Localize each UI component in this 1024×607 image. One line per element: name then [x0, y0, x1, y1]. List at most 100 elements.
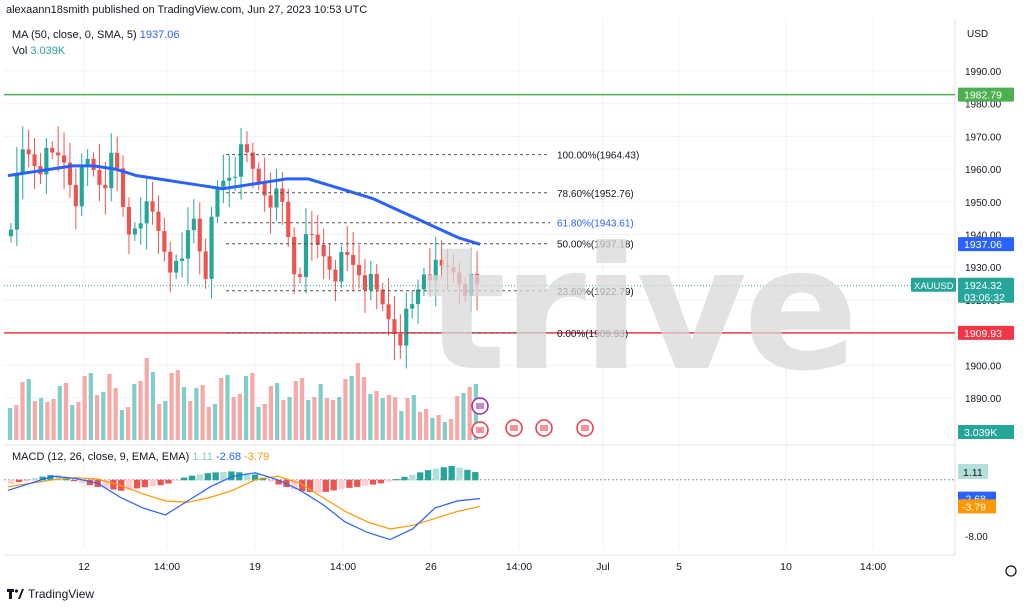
candle-body: [297, 274, 303, 277]
volume-bar: [337, 397, 342, 440]
volume-bar: [362, 377, 367, 440]
macd-histogram-bar: [377, 479, 385, 484]
macd-histogram-bar: [448, 465, 455, 481]
ma-legend[interactable]: MA (50, close, 0, SMA, 5) 1937.06: [12, 29, 180, 41]
volume-bar: [368, 394, 373, 440]
candle-body: [474, 273, 480, 285]
macd-histogram-bar: [55, 475, 62, 481]
candle-body: [238, 144, 244, 177]
candle-body: [233, 176, 238, 178]
macd-hist-badge: 1.11: [963, 467, 983, 479]
candle-body: [303, 234, 309, 277]
macd-tick: -8.00: [965, 532, 988, 543]
candle-body: [327, 256, 332, 270]
volume-bar: [51, 399, 56, 440]
volume-bar: [8, 408, 13, 440]
macd-histogram-bar: [212, 472, 219, 481]
ma-badge-bg: [958, 237, 1014, 252]
macd-line: [7, 472, 481, 541]
macd-histogram-bar: [228, 471, 235, 481]
volume-bar: [126, 407, 131, 440]
candle-body: [79, 166, 84, 207]
macd-histogram-bar: [393, 479, 400, 481]
candle-body: [368, 274, 373, 291]
tradingview-logo[interactable]: TradingView: [6, 587, 94, 601]
macd-histogram-bar: [251, 474, 259, 481]
candle-body: [197, 218, 202, 252]
macd-histogram-bar: [39, 476, 46, 481]
vol-legend[interactable]: Vol 3.039K: [12, 45, 65, 57]
candle-body: [421, 274, 427, 290]
volume-bar: [45, 402, 50, 440]
volume-bar: [436, 415, 441, 440]
candle-body: [179, 258, 185, 261]
macd-histogram-bar: [31, 478, 38, 481]
macd-histogram-bar: [244, 473, 251, 481]
support-badge-bg: [958, 325, 1014, 340]
time-tick: 5: [676, 561, 682, 573]
candle-body: [227, 177, 232, 181]
candle-body: [132, 228, 137, 235]
fib-label: 23.60%(1922.79): [557, 287, 634, 298]
macd-histogram-bar: [110, 479, 117, 490]
candle-body: [339, 252, 344, 282]
publish-info: alexaann18smith published on TradingView…: [6, 4, 368, 16]
volume-bar: [299, 378, 305, 440]
macd-legend[interactable]: MACD (12, 26, close, 9, EMA, EMA) 1.11 -…: [12, 451, 269, 463]
volume-bar: [163, 401, 168, 440]
volume-bar: [200, 385, 205, 440]
volume-bar: [157, 404, 162, 440]
macd-histogram-bar: [126, 479, 133, 490]
macd-histogram-bar: [102, 479, 109, 489]
macd-histogram-bar: [440, 467, 447, 481]
macd-histogram-bar: [70, 479, 78, 482]
volume-bar: [212, 404, 218, 440]
candle-body: [115, 152, 120, 169]
candle-body: [26, 149, 31, 155]
volume-bar: [150, 372, 156, 440]
macd-histogram-bar: [314, 479, 322, 493]
ma-line: [7, 164, 481, 246]
price-tick: 1930.00: [965, 263, 1002, 274]
candle-body: [362, 275, 368, 291]
price-tick: 1970.00: [965, 132, 1002, 143]
macd-histogram-bar: [424, 470, 432, 481]
candle-body: [268, 195, 273, 208]
signal-badge: -3.79: [962, 501, 986, 513]
candle-body: [126, 206, 132, 235]
candle-body: [61, 155, 67, 163]
volume-bar: [169, 373, 174, 440]
candle-body: [97, 170, 102, 185]
candle-body: [398, 333, 403, 346]
candle-body: [174, 260, 179, 273]
candle-body: [44, 147, 49, 175]
time-tick: 12: [78, 561, 90, 573]
flag-glyph: [476, 427, 484, 433]
macd-histogram-bar: [432, 468, 440, 481]
macd-hist-badge-bg: [958, 464, 988, 479]
macd-histogram-bar: [306, 479, 314, 492]
price-badge-text: 03:06:32: [964, 292, 1005, 304]
time-tick: 14:00: [860, 561, 886, 573]
volume-bar: [63, 383, 69, 440]
volume-bar: [343, 379, 348, 440]
price-tick: 1940.00: [965, 231, 1002, 242]
candle-body: [120, 168, 126, 207]
volume-bar: [442, 422, 447, 440]
candle-body: [427, 274, 432, 281]
candle-body: [439, 259, 444, 266]
macd-histogram-bar: [338, 479, 345, 489]
volume-bar: [225, 375, 230, 440]
signal-badge-bg: [958, 499, 996, 514]
volume-bar: [461, 393, 466, 440]
candle-body: [386, 304, 391, 320]
ma-legend-value: 1937.06: [139, 29, 180, 41]
candle-body: [392, 319, 397, 334]
resistance-badge-bg: [958, 87, 1014, 102]
ma-legend-label: MA (50, close, 0, SMA, 5): [12, 29, 137, 41]
price-tick: 1990.00: [965, 67, 1002, 78]
candle-body: [162, 230, 167, 252]
candle-body: [150, 201, 155, 212]
volume-bar: [88, 373, 93, 440]
volume-bar: [455, 396, 460, 440]
